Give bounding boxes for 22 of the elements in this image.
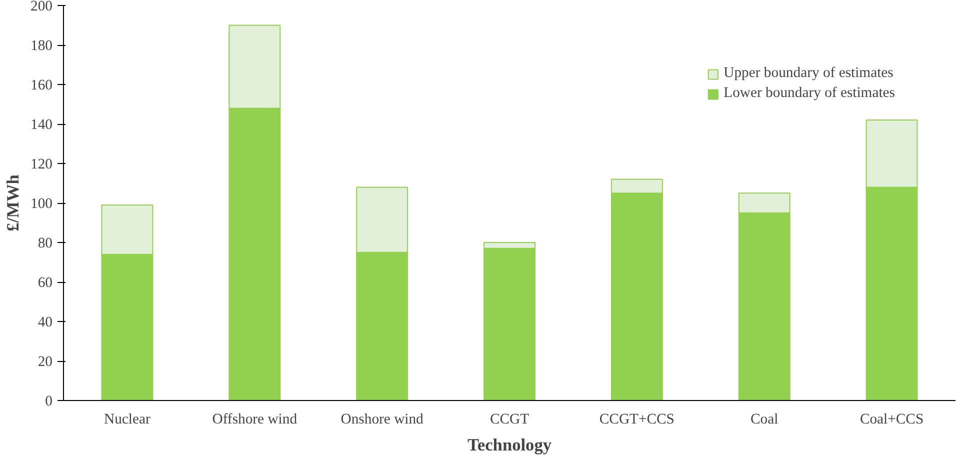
y-tick-label: 120 [30, 156, 52, 172]
y-tick-label: 180 [30, 38, 52, 54]
y-tick-label: 100 [30, 196, 52, 212]
y-tick-label: 20 [38, 354, 52, 370]
y-tick-label: 140 [30, 117, 52, 133]
y-tick-label: 0 [45, 394, 52, 410]
x-axis-title: Technology [467, 436, 552, 454]
y-tick-label: 80 [38, 236, 52, 252]
x-tick-label: Onshore wind [340, 412, 424, 428]
legend-label: Lower boundary of estimates [724, 85, 895, 102]
x-tick-label: Coal+CCS [860, 412, 924, 428]
y-axis-title: £/MWh [4, 174, 23, 232]
x-tick-label: CCGT+CCS [599, 412, 674, 428]
x-tick-label: CCGT [490, 412, 530, 428]
y-tick-label: 160 [30, 78, 52, 94]
x-tick-label: Coal [750, 412, 778, 428]
x-tick-label: Nuclear [104, 412, 151, 428]
y-tick-label: 60 [38, 275, 52, 291]
y-tick-label: 40 [38, 314, 52, 330]
y-tick-label: 200 [30, 0, 52, 14]
legend-label: Upper boundary of estimates [724, 65, 894, 82]
x-tick-label: Offshore wind [212, 412, 298, 428]
